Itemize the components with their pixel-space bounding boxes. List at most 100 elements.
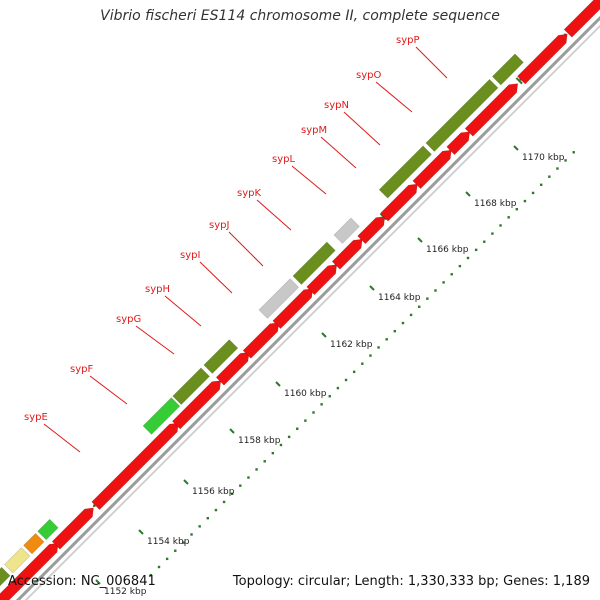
map-title: Vibrio fischeri ES114 chromosome II, com… — [100, 8, 500, 24]
inner-dot-track — [344, 378, 348, 382]
scale-tick-label: 1164 kbp — [378, 293, 421, 303]
inner-dot-track — [287, 435, 291, 439]
inner-dot-track — [377, 346, 380, 349]
inner-dot-track — [564, 159, 567, 162]
inner-dot-track — [279, 443, 283, 447]
forward-gene-bar — [0, 566, 11, 587]
gene-label: sypJ — [209, 220, 229, 231]
scale-tick-mark — [465, 191, 471, 197]
inner-dot-track — [214, 508, 218, 512]
gene-label: sypH — [145, 284, 170, 295]
inner-dot-track — [190, 533, 193, 536]
gene-label-pointer — [375, 81, 413, 113]
inner-dot-track — [198, 525, 201, 528]
topology-summary: Topology: circular; Length: 1,330,333 bp… — [232, 574, 590, 589]
inner-dot-track — [206, 517, 209, 520]
inner-dot-track — [352, 370, 356, 374]
gene-label: sypF — [70, 364, 93, 375]
outer-dot-track — [519, 78, 522, 81]
scale-tick-label: 1168 kbp — [474, 199, 517, 209]
forward-gene-bar — [172, 367, 210, 406]
scale-tick-mark — [95, 579, 101, 585]
reverse-gene-arrow — [51, 507, 94, 550]
gene-label-pointer — [164, 295, 202, 327]
reverse-gene-arrow — [306, 264, 338, 296]
reverse-gene-arrow — [272, 288, 314, 330]
forward-gene-bar — [292, 241, 336, 285]
inner-dot-track — [271, 451, 275, 455]
inner-dot-track — [409, 313, 413, 317]
inner-dot-track — [434, 289, 437, 292]
inner-dot-track — [515, 208, 518, 211]
inner-dot-track — [312, 411, 315, 414]
gene-label-pointer — [343, 111, 381, 146]
inner-dot-track — [507, 216, 510, 219]
inner-dot-track — [442, 281, 445, 284]
reverse-gene-arrow — [412, 149, 452, 190]
reverse-gene-arrow — [0, 542, 59, 600]
forward-gene-bar — [378, 145, 433, 199]
gene-label-pointer — [415, 46, 448, 79]
forward-gene-bar — [258, 278, 300, 319]
reverse-gene-arrow — [171, 380, 222, 430]
scale-tick-label: 1154 kbp — [147, 537, 190, 547]
scale-tick-label: 1166 kbp — [426, 245, 469, 255]
reverse-gene-arrow — [357, 216, 386, 245]
inner-dot-track — [426, 297, 429, 300]
gene-label-pointer — [43, 423, 81, 453]
inner-dot-track — [385, 338, 388, 341]
inner-dot-track — [483, 240, 486, 243]
inner-dot-track — [239, 484, 242, 487]
reverse-gene-arrow — [242, 322, 280, 359]
scale-tick-label: 1160 kbp — [284, 389, 327, 399]
gene-label: sypK — [237, 188, 261, 199]
forward-gene-bar — [333, 217, 360, 244]
accession-text: Accession: NC_006841 — [8, 574, 156, 589]
gene-label: sypM — [301, 125, 327, 136]
scale-tick-label: 1170 kbp — [522, 153, 565, 163]
reverse-gene-arrow — [215, 351, 250, 386]
gene-label-pointer — [89, 375, 128, 405]
gene-label-pointer — [291, 165, 327, 195]
outer-dot-track — [93, 504, 96, 507]
inner-dot-track — [263, 460, 266, 463]
inner-dot-track — [157, 565, 161, 569]
inner-dot-track — [499, 224, 502, 227]
inner-dot-track — [458, 264, 462, 268]
forward-gene-bar — [425, 78, 499, 153]
inner-dot-track — [369, 354, 372, 357]
reverse-gene-arrow — [464, 83, 519, 137]
inner-dot-track — [182, 541, 185, 544]
inner-dot-track — [230, 492, 234, 496]
inner-dot-track — [474, 248, 478, 252]
inner-dot-track — [466, 256, 470, 260]
gene-label-pointer — [256, 199, 292, 231]
forward-gene-bar — [142, 397, 181, 435]
forward-gene-bar — [3, 546, 31, 574]
gene-label: sypG — [116, 314, 141, 325]
scale-tick-mark — [417, 237, 423, 243]
reverse-gene-arrow — [91, 422, 179, 511]
gene-label-pointer — [135, 325, 175, 355]
gene-label: sypE — [24, 412, 48, 423]
gene-label: sypO — [356, 70, 381, 81]
gene-label-pointer — [199, 261, 233, 294]
gene-label: sypL — [272, 154, 295, 165]
inner-dot-track — [222, 500, 226, 504]
reverse-gene-arrow — [331, 238, 363, 270]
inner-dot-track — [572, 151, 575, 154]
scale-tick-mark — [513, 145, 519, 151]
outer-track-dash — [515, 77, 523, 85]
inner-dot-track — [328, 395, 331, 398]
inner-dot-track — [393, 329, 397, 333]
inner-dot-track — [361, 362, 364, 365]
gene-label-pointer — [320, 136, 357, 169]
gene-label-pointer — [228, 231, 264, 267]
forward-gene-bar — [491, 53, 524, 86]
scale-tick-mark — [275, 381, 281, 387]
scale-tick-mark — [229, 428, 235, 434]
inner-dot-track — [548, 175, 551, 178]
inner-dot-track — [320, 403, 323, 406]
inner-dot-track — [491, 232, 494, 235]
